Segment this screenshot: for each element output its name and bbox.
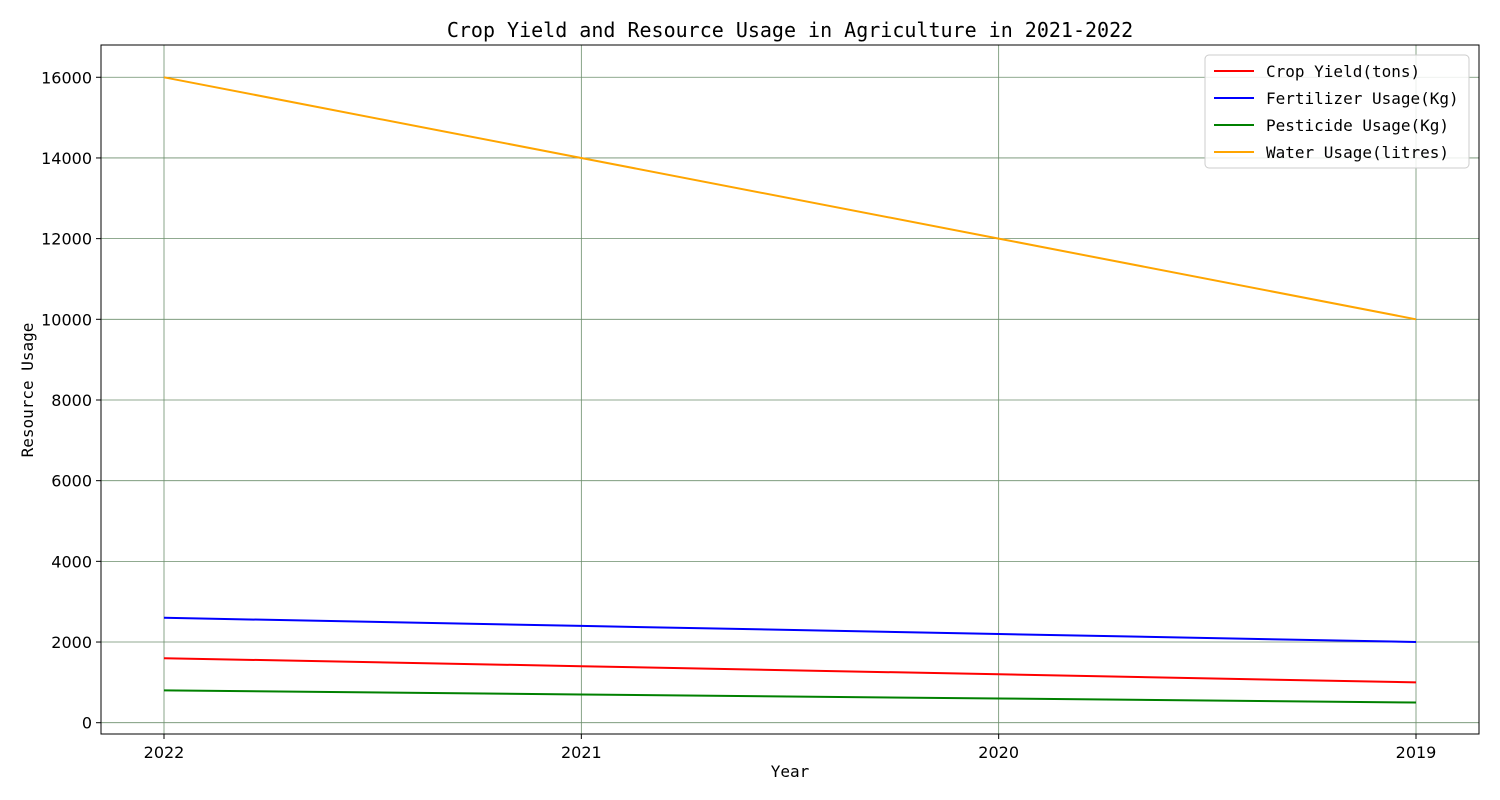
y-tick-label: 12000: [41, 230, 92, 249]
y-tick-label: 14000: [41, 149, 92, 168]
y-tick-label: 6000: [51, 472, 92, 491]
series-line-0: [163, 657, 1417, 684]
x-tick-label: 2021: [561, 743, 602, 762]
series-line-3: [163, 76, 1417, 321]
legend-label: Water Usage(litres): [1266, 143, 1449, 162]
legend-box: [1204, 54, 1470, 169]
y-tick-label: 10000: [41, 310, 92, 329]
x-tick-label: 2020: [978, 743, 1019, 762]
chart-title: Crop Yield and Resource Usage in Agricul…: [447, 18, 1133, 42]
legend-label: Pesticide Usage(Kg): [1266, 116, 1449, 135]
grid: [101, 45, 1479, 734]
y-tick-label: 16000: [41, 68, 92, 87]
series-lines: [163, 76, 1417, 704]
series-line-1: [163, 616, 1417, 643]
y-tick-label: 4000: [51, 552, 92, 571]
series-line-2: [163, 689, 1417, 704]
x-tick-label: 2019: [1396, 743, 1437, 762]
legend: Crop Yield(tons) Fertilizer Usage(Kg) Pest…: [1204, 54, 1470, 169]
y-axis-label: Resource Usage: [18, 323, 37, 458]
legend-label: Crop Yield(tons): [1266, 62, 1420, 81]
x-tick-label: 2022: [144, 743, 185, 762]
legend-label: Fertilizer Usage(Kg): [1266, 89, 1459, 108]
x-axis-ticks: 2022 2021 2020 2019: [144, 734, 1437, 762]
y-tick-label: 8000: [51, 391, 92, 410]
y-axis-ticks: 0 2000 4000 6000 8000 10000 12000 14000 16000: [41, 68, 101, 733]
y-tick-label: 0: [82, 714, 92, 733]
x-axis-label: Year: [771, 762, 810, 781]
plot-frame: [100, 44, 1480, 735]
y-tick-label: 2000: [51, 633, 92, 652]
